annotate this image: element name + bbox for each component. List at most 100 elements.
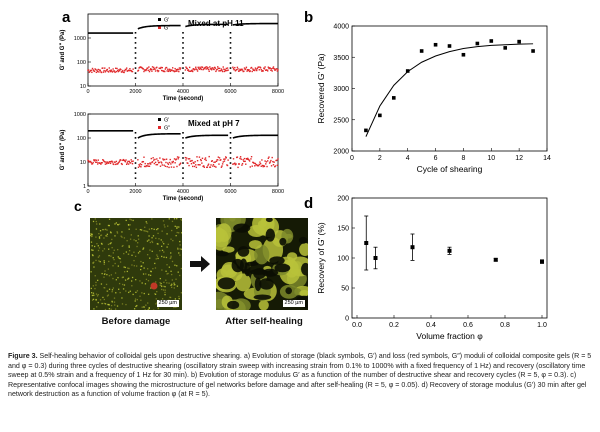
arrow-right-icon: [190, 256, 210, 272]
particle-dot: [121, 283, 124, 286]
data-point-gpp: [158, 161, 160, 164]
particle-dot: [149, 249, 151, 251]
data-point-gpp: [171, 69, 173, 71]
particle-dot: [107, 294, 110, 296]
particle-dot: [115, 292, 117, 294]
data-point-gpp: [209, 166, 212, 168]
data-point: [433, 42, 438, 47]
void-region: [259, 278, 274, 290]
data-point-gpp: [124, 160, 126, 162]
particle-dot: [106, 273, 108, 276]
data-point-gpp: [256, 67, 259, 70]
particle-dot: [161, 245, 163, 247]
data-point-gpp: [251, 165, 253, 167]
shear-drop-point: [182, 132, 184, 134]
particle-dot: [117, 256, 119, 258]
data-point-gpp: [121, 163, 123, 166]
data-point-gpp: [100, 163, 102, 165]
particle-dot: [112, 287, 115, 289]
particle-dot: [146, 222, 148, 224]
particle-dot: [115, 222, 118, 224]
data-point-gpp: [201, 157, 204, 160]
series-gp-segment: [185, 23, 229, 28]
before-damage-micrograph: [90, 218, 182, 310]
data-point-gpp: [122, 158, 125, 161]
shear-drop-point: [134, 67, 137, 69]
data-point-gpp: [192, 165, 194, 168]
shear-drop-point: [182, 162, 184, 164]
particle-dot: [92, 254, 94, 257]
particle-dot: [130, 280, 133, 282]
data-point-gpp: [131, 163, 134, 165]
particle-dot: [91, 245, 93, 247]
particle-dot: [136, 290, 139, 292]
particle-dot: [179, 248, 181, 250]
data-point-gpp: [232, 163, 234, 165]
data-point-gpp: [102, 159, 105, 162]
data-point-gpp: [142, 160, 145, 163]
particle-dot: [140, 260, 142, 263]
particle-dot: [170, 255, 172, 257]
data-point-gpp: [131, 160, 133, 163]
data-point-gpp: [161, 66, 164, 69]
particle-dot: [90, 287, 92, 290]
particle-dot: [90, 233, 93, 235]
particle-dot: [170, 284, 172, 287]
data-point-gpp: [200, 159, 202, 162]
particle-dot: [95, 298, 97, 301]
particle-dot: [104, 303, 107, 305]
data-point-gpp: [213, 161, 215, 163]
data-point-gpp: [159, 157, 161, 159]
data-point-gpp: [277, 69, 279, 71]
data-point-gpp: [109, 160, 111, 163]
data-point-gpp: [185, 159, 187, 161]
particle-dot: [135, 279, 137, 281]
data-point-gpp: [250, 155, 253, 158]
particle-dot: [104, 270, 106, 272]
particle-dot: [160, 282, 162, 285]
data-point-gpp: [248, 159, 250, 161]
shear-drop-point: [229, 42, 232, 44]
particle-dot: [147, 280, 150, 282]
data-point-gpp: [223, 160, 226, 162]
particle-dot: [163, 224, 165, 226]
data-point-gpp: [93, 159, 95, 161]
data-point-gpp: [204, 158, 206, 161]
data-point-gpp: [213, 165, 216, 168]
particle-dot: [173, 284, 175, 286]
data-point: [540, 259, 544, 264]
particle-dot: [179, 240, 181, 243]
data-point-gpp: [115, 163, 117, 166]
shear-drop-point: [134, 162, 137, 164]
data-point-gpp: [232, 158, 235, 160]
x-tick-label: 8: [461, 155, 465, 162]
data-point-gpp: [195, 164, 197, 166]
data-point-gpp: [87, 69, 90, 71]
data-point-gpp: [223, 158, 225, 160]
x-tick-label: 0.8: [500, 322, 510, 329]
data-point-gpp: [207, 68, 210, 71]
data-point: [391, 96, 396, 100]
particle-dot: [103, 273, 106, 275]
data-point-gpp: [202, 165, 205, 167]
particle-dot: [90, 241, 93, 243]
data-point-gpp: [191, 159, 193, 162]
data-point-gpp: [109, 70, 112, 73]
particle-dot: [111, 247, 113, 249]
particle-dot: [98, 237, 101, 239]
data-point-gpp: [173, 166, 175, 168]
particle-dot: [92, 292, 95, 294]
particle-dot: [95, 284, 97, 286]
figure-caption: Figure 3. Self-healing behavior of collo…: [8, 352, 592, 400]
shear-drop-point: [182, 47, 184, 49]
scalebar-after: 250 µm: [282, 300, 305, 307]
particle-dot: [158, 238, 160, 240]
data-point-gpp: [273, 161, 275, 163]
particle-dot: [142, 247, 145, 249]
data-point-gpp: [102, 159, 104, 161]
particle-dot: [144, 230, 146, 232]
data-point-gpp: [250, 158, 252, 160]
data-point-gpp: [256, 69, 258, 72]
particle-dot: [171, 283, 173, 286]
data-point-gpp: [118, 70, 121, 72]
